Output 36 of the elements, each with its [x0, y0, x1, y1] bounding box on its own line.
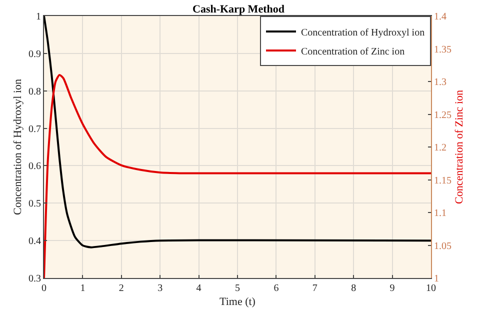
x-tick-label: 3 — [158, 283, 163, 294]
y2-tick-label: 1.2 — [434, 142, 446, 154]
y-tick-label: 0.3 — [28, 274, 41, 284]
x-tick-label: 1 — [80, 283, 86, 294]
y2-tick-label: 1.15 — [434, 175, 452, 186]
y2-tick-label: 1.1 — [434, 208, 446, 219]
y2-tick-label: 1.05 — [434, 240, 452, 252]
legend-label: Concentration of Hydroxyl ion — [301, 27, 425, 38]
y-tick-label: 0.8 — [28, 86, 41, 98]
y-tick-label: 0.5 — [28, 198, 41, 210]
y2-tick-label: 1.3 — [434, 77, 446, 88]
y2-tick-label: 1.25 — [434, 110, 452, 121]
y-tick-label: 0.7 — [28, 124, 41, 135]
x-tick-label: 9 — [390, 283, 395, 294]
line-series — [44, 74, 431, 278]
x-axis-title: Time (t) — [220, 296, 256, 308]
x-tick-label: 2 — [118, 283, 124, 294]
y-tick-label: 0.6 — [28, 161, 41, 172]
y2-tick-label: 1 — [434, 274, 439, 284]
y-tick-label: 0.4 — [28, 236, 41, 248]
y2-axis-title: Concentration of Zinc ion — [454, 90, 466, 204]
legend-label: Concentration of Zinc ion — [301, 46, 405, 58]
y-tick-label: 1 — [36, 12, 41, 22]
y2-tick-label: 1.4 — [434, 12, 446, 22]
chart-title: Cash-Karp Method — [192, 3, 284, 16]
x-tick-label: 0 — [42, 283, 46, 294]
x-tick-label: 10 — [426, 283, 436, 294]
y2-tick-label: 1.35 — [434, 44, 452, 56]
x-tick-label: 8 — [351, 283, 356, 294]
y-axis-title: Concentration of Hydroxyl ion — [12, 78, 24, 215]
x-tick-label: 6 — [274, 283, 279, 294]
x-tick-label: 4 — [196, 283, 202, 294]
y-tick-label: 0.9 — [28, 48, 41, 60]
line-series — [44, 16, 431, 248]
x-tick-label: 7 — [312, 283, 318, 294]
x-tick-label: 5 — [235, 283, 240, 294]
